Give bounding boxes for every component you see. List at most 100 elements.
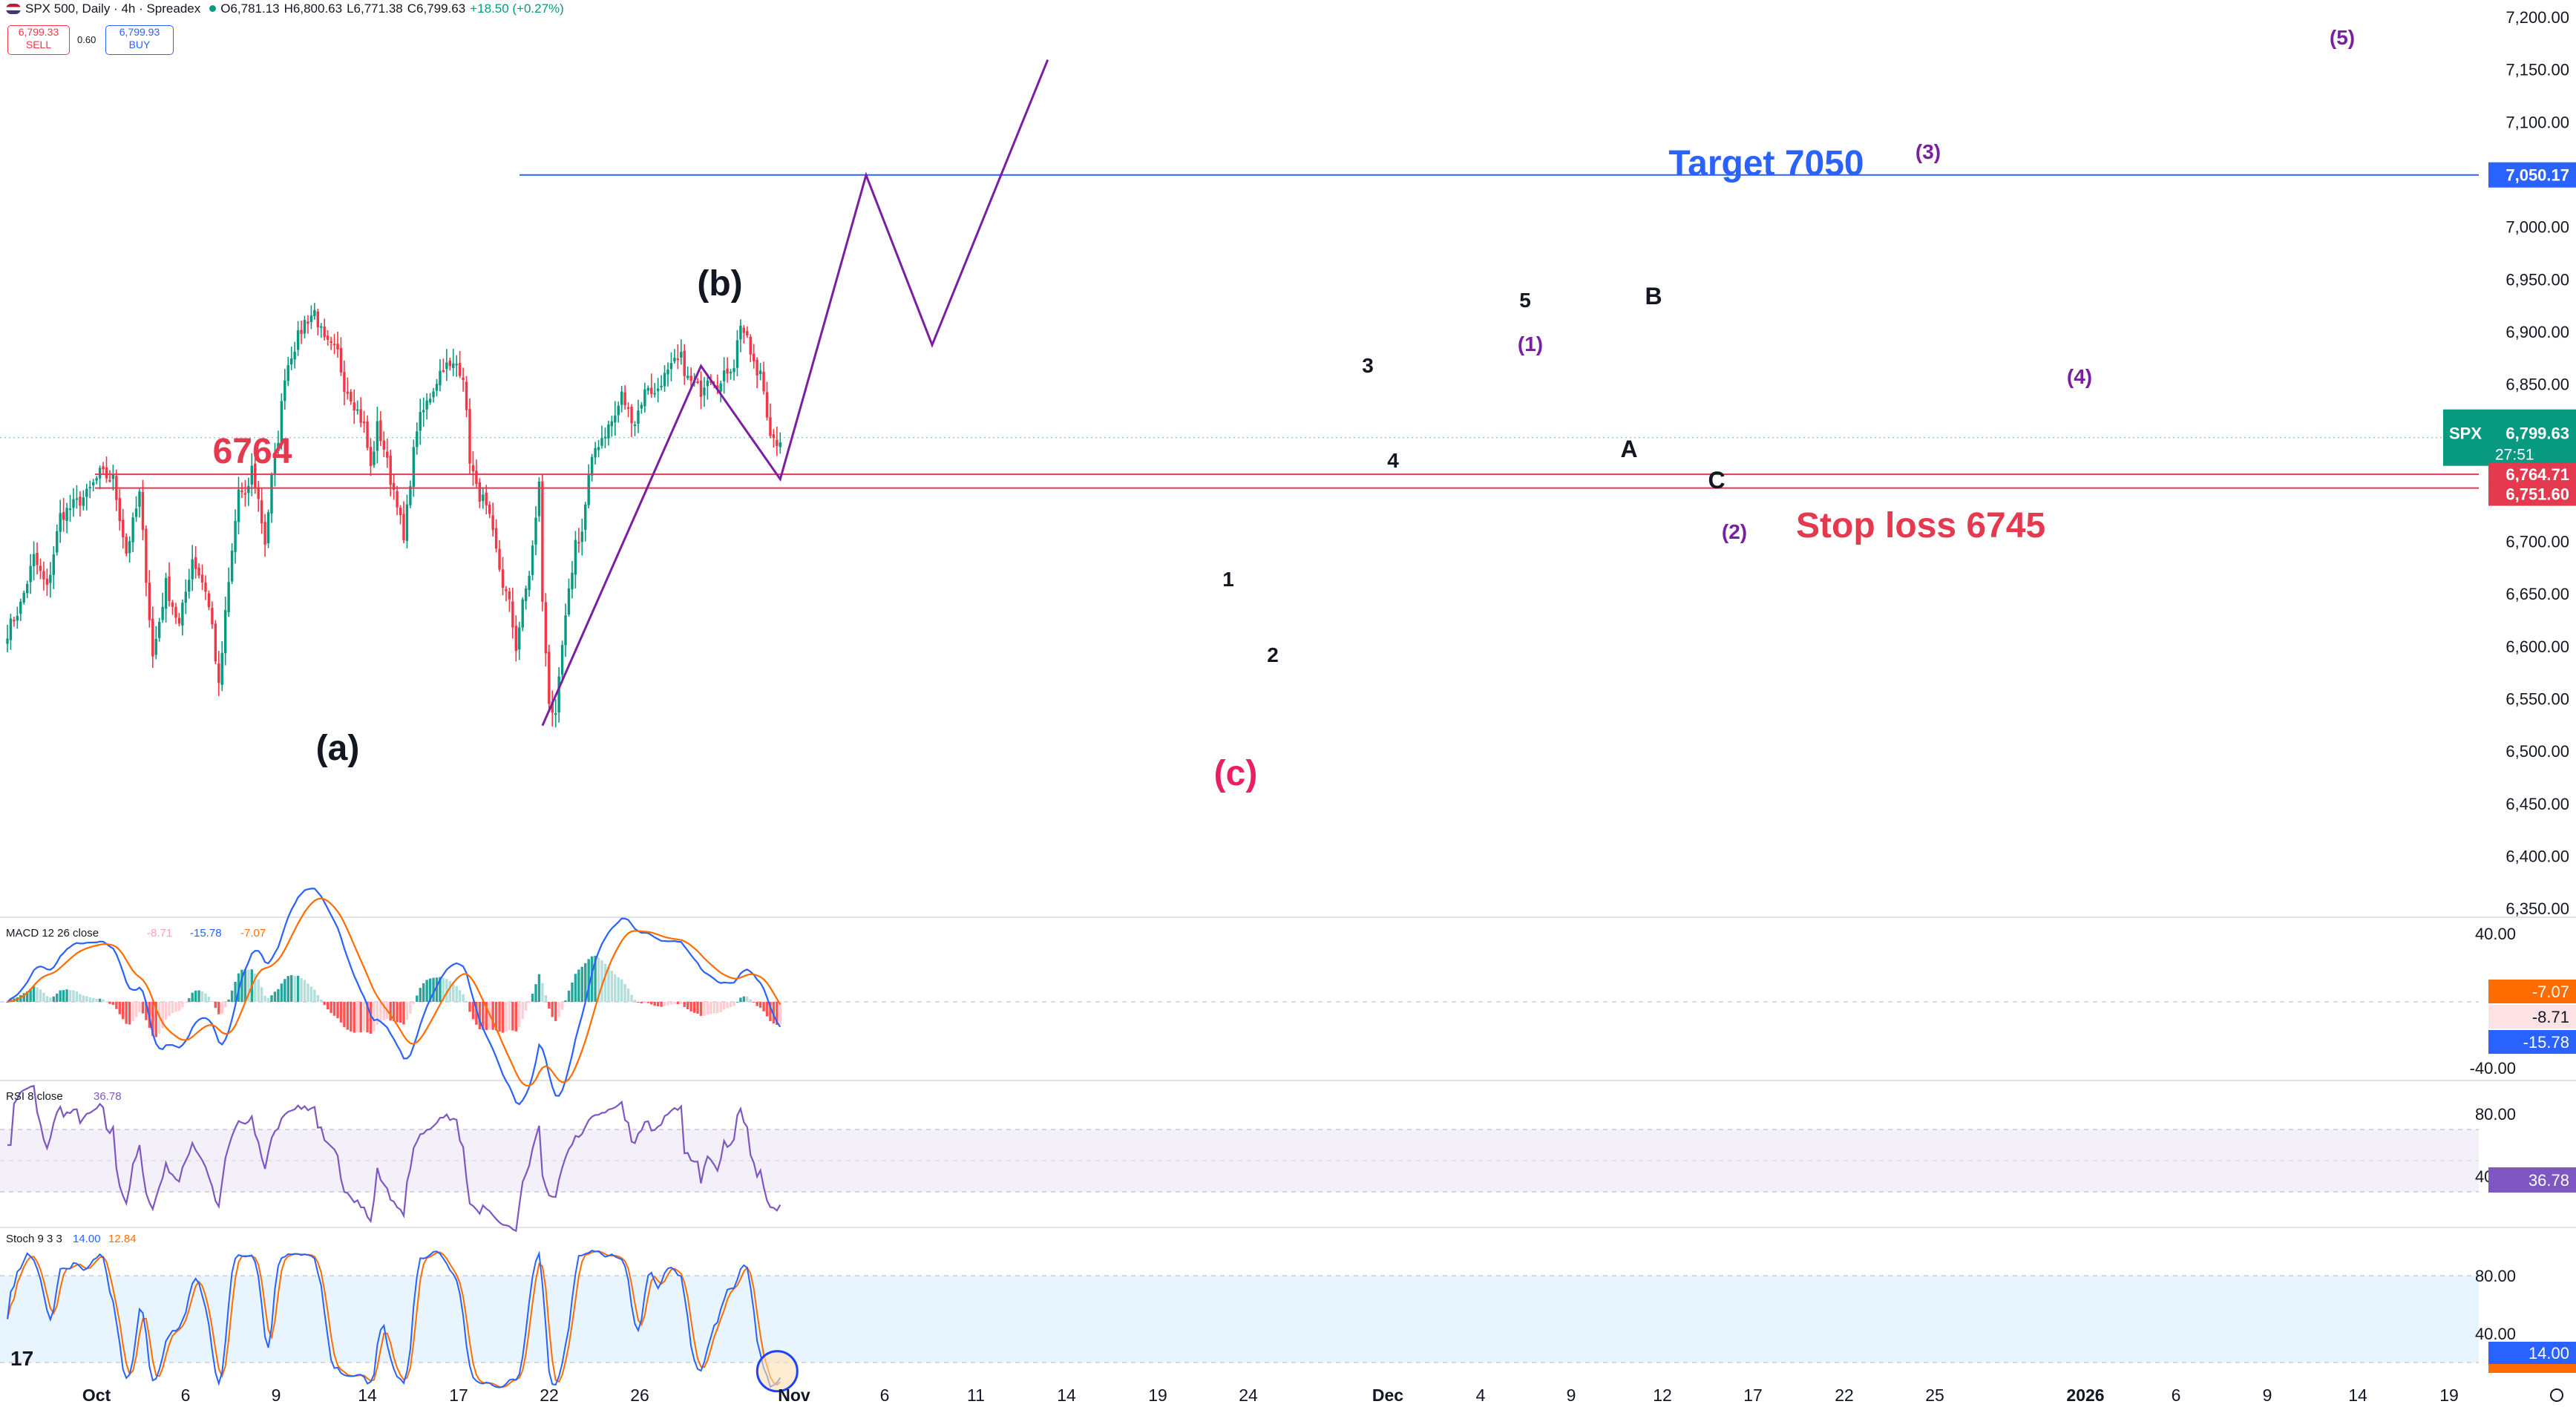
- macd-histogram-bar: [432, 977, 435, 1002]
- macd-histogram-bar: [646, 1002, 649, 1003]
- macd-histogram-bar: [735, 1001, 739, 1003]
- macd-histogram-bar: [85, 996, 88, 1002]
- candle-body: [733, 368, 735, 373]
- candle-body: [445, 362, 448, 370]
- price-axis-tick: 6,400.00: [2505, 847, 2569, 865]
- macd-histogram-bar: [548, 1002, 551, 1009]
- candle-body: [643, 389, 646, 407]
- candle-body: [508, 591, 511, 600]
- macd-histogram-bar: [284, 979, 286, 1002]
- candle-body: [254, 463, 257, 488]
- macd-histogram-bar: [756, 1002, 758, 1006]
- time-axis-tick: 2026: [2066, 1386, 2104, 1405]
- macd-histogram-bar: [571, 982, 574, 1002]
- candle-body: [59, 513, 62, 532]
- candle-body: [296, 330, 300, 350]
- macd-histogram-value: -8.71: [147, 927, 172, 940]
- candle-body: [105, 467, 108, 479]
- macd-histogram-bar: [439, 977, 442, 1002]
- candle-body: [266, 512, 270, 543]
- candle-body: [416, 431, 419, 447]
- macd-histogram-bar: [49, 997, 52, 1002]
- macd-histogram-bar: [188, 998, 191, 1002]
- time-axis-tick: 14: [358, 1386, 377, 1405]
- candle-body: [462, 377, 465, 381]
- candle-body: [746, 331, 749, 336]
- buy-button[interactable]: 6,799.93 BUY: [105, 25, 174, 55]
- candle-body: [181, 603, 184, 626]
- time-axis-tick: 19: [1148, 1386, 1167, 1405]
- level-label: 6764: [213, 432, 292, 471]
- correction-wave-label: C: [1708, 467, 1725, 494]
- candle-body: [36, 552, 39, 565]
- elliott-projection-path: [541, 59, 1049, 727]
- macd-histogram-bar: [389, 1002, 392, 1021]
- candle-body: [541, 481, 544, 602]
- macd-histogram-bar: [696, 1002, 699, 1014]
- macd-histogram-bar: [462, 994, 465, 1002]
- candle-body: [716, 385, 719, 390]
- candle-body: [92, 482, 95, 485]
- macd-histogram-bar: [422, 983, 425, 1002]
- candle-body: [356, 409, 359, 411]
- candle-body: [224, 610, 227, 654]
- macd-histogram-bar: [656, 1002, 660, 1007]
- candle-body: [184, 591, 187, 603]
- macd-histogram-bar: [590, 956, 594, 1002]
- candle-body: [174, 606, 177, 618]
- stoch-k-value: 14.00: [73, 1233, 101, 1245]
- buy-price: 6,799.93: [119, 26, 160, 38]
- ohlc-close: C6,799.63: [407, 1, 466, 16]
- impulse-wave-label: 4: [1387, 449, 1399, 472]
- macd-histogram-bar: [320, 1000, 323, 1002]
- macd-histogram-badge: [2488, 1005, 2576, 1029]
- macd-histogram-bar: [191, 992, 194, 1002]
- macd-histogram-bar: [600, 960, 603, 1002]
- macd-histogram-bar: [633, 1000, 637, 1002]
- candle-body: [458, 363, 462, 376]
- macd-histogram-bar: [494, 1002, 498, 1031]
- time-axis-tick: 4: [1476, 1386, 1486, 1405]
- symbol-title[interactable]: SPX 500, Daily · 4h · Spreadex: [25, 1, 201, 16]
- macd-histogram-bar: [122, 1002, 125, 1020]
- candle-body: [703, 387, 706, 396]
- candle-body: [13, 620, 16, 622]
- candle-body: [673, 358, 676, 362]
- candle-body: [696, 381, 699, 383]
- candle-body: [230, 550, 234, 582]
- time-axis-tick: 22: [1835, 1386, 1854, 1405]
- macd-histogram-bar: [217, 1002, 220, 1014]
- candle-body: [683, 350, 686, 376]
- macd-histogram-bar: [409, 1002, 412, 1014]
- macd-histogram-bar: [511, 1002, 514, 1031]
- macd-histogram-bar: [128, 1002, 131, 1025]
- macd-histogram-bar: [234, 981, 237, 1002]
- sell-button[interactable]: 6,799.33 SELL: [7, 25, 70, 55]
- macd-histogram-bar: [79, 994, 82, 1002]
- rsi-value: 36.78: [94, 1090, 122, 1103]
- candle-body: [52, 554, 55, 575]
- candle-body: [320, 326, 323, 328]
- macd-histogram-bar: [623, 983, 626, 1002]
- time-axis-tick: 9: [2263, 1386, 2272, 1405]
- last-price-text: 6,799.63: [2505, 424, 2569, 443]
- macd-histogram-bar: [286, 976, 289, 1002]
- macd-line: [7, 888, 781, 1106]
- candle-body: [145, 528, 148, 583]
- macd-histogram-bar: [227, 999, 230, 1002]
- candle-body: [309, 315, 313, 322]
- macd-histogram-bar: [442, 977, 445, 1002]
- candle-body: [316, 311, 319, 327]
- candle-body: [389, 456, 392, 485]
- macd-histogram-bar: [564, 1000, 567, 1002]
- macd-histogram-bar: [105, 1001, 108, 1003]
- macd-histogram-bar: [56, 993, 59, 1002]
- candle-body: [158, 622, 161, 638]
- candle-body: [346, 391, 350, 394]
- candle-body: [765, 392, 769, 418]
- macd-histogram-bar: [382, 1002, 385, 1020]
- macd-histogram-bar: [640, 1002, 643, 1004]
- macd-histogram-bar: [475, 1002, 478, 1025]
- macd-histogram-bar: [435, 977, 439, 1002]
